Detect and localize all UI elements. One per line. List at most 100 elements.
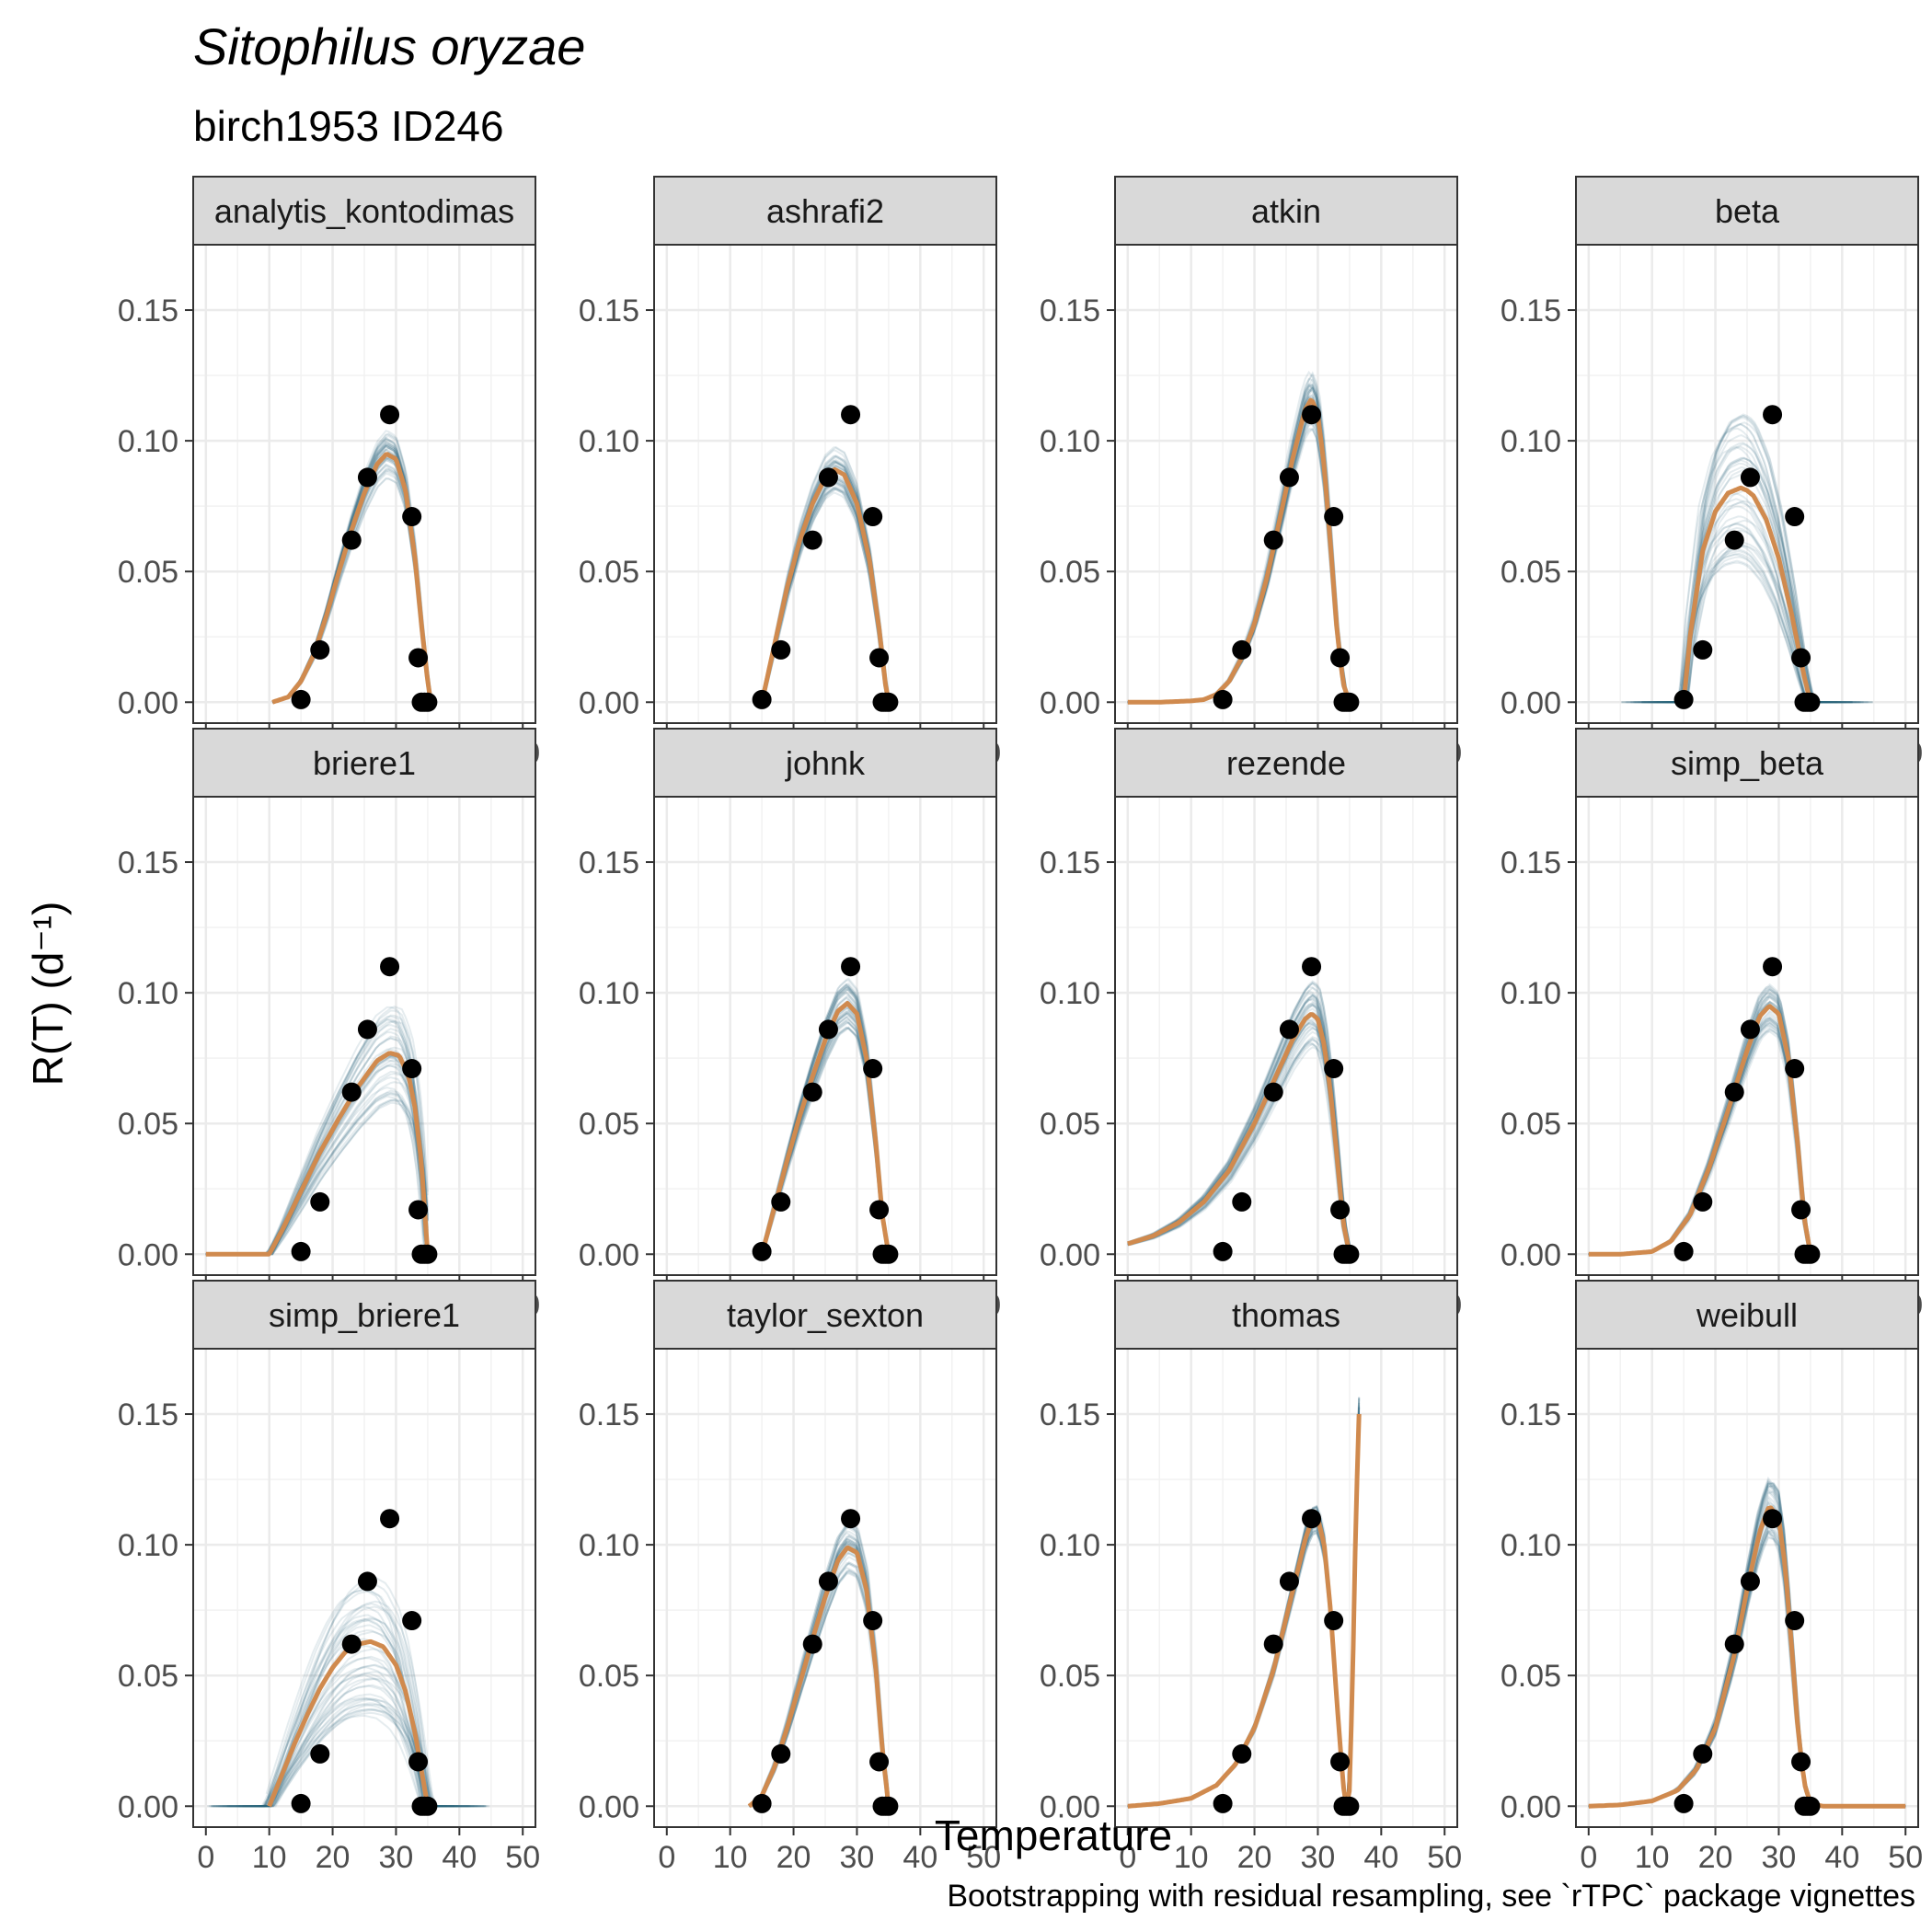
y-tick-label: 0.10: [1501, 976, 1561, 1011]
facet-panel-atkin: atkin010203040500.000.050.100.15: [1040, 176, 1462, 771]
x-tick-label: 40: [1363, 1840, 1398, 1875]
bootstrap-curve: [249, 1605, 447, 1808]
panel-border: [192, 796, 536, 1276]
data-point: [1340, 692, 1360, 712]
data-point: [1279, 467, 1299, 488]
bootstrap-curve: [1680, 445, 1813, 704]
bootstrap-curve: [267, 1624, 430, 1808]
x-tick-label: 10: [1174, 1840, 1209, 1875]
data-point: [771, 1743, 791, 1764]
bootstrap-curve: [1127, 1036, 1351, 1246]
bootstrap-curve: [1630, 553, 1864, 704]
data-point: [1763, 405, 1783, 425]
data-point: [863, 507, 883, 527]
facet-strip: [1575, 1280, 1919, 1350]
x-tick-label: 50: [1888, 1840, 1923, 1875]
bootstrap-curve: [1127, 1042, 1351, 1251]
data-point: [418, 1244, 438, 1264]
facet-strip: [653, 1280, 997, 1350]
facet-strip-label: simp_briere1: [269, 1296, 460, 1334]
facet-strip-label: simp_beta: [1671, 744, 1824, 782]
bootstrap-curve: [1633, 413, 1861, 704]
data-point: [752, 1793, 772, 1813]
data-point: [1800, 1796, 1821, 1816]
data-point: [402, 507, 422, 527]
data-point: [1724, 1082, 1744, 1102]
data-point: [1724, 530, 1744, 550]
bootstrap-curve: [207, 1677, 490, 1808]
x-tick-label: 30: [379, 1840, 414, 1875]
data-point: [291, 1241, 311, 1261]
bootstrap-curve: [258, 1697, 440, 1808]
x-tick-label: 20: [1237, 1840, 1272, 1875]
y-tick-label: 0.00: [1040, 1789, 1100, 1824]
y-tick-label: 0.00: [1040, 685, 1100, 720]
y-tick-label: 0.05: [1040, 555, 1100, 590]
bootstrap-curve: [211, 1698, 486, 1808]
y-tick-label: 0.10: [1040, 424, 1100, 459]
bootstrap-curve: [211, 1576, 487, 1808]
panel-border: [653, 1348, 997, 1828]
y-tick-label: 0.10: [579, 976, 639, 1011]
y-tick-label: 0.10: [579, 1528, 639, 1563]
chart-subtitle: birch1953 ID246: [193, 102, 504, 150]
y-tick-label: 0.00: [118, 1789, 178, 1824]
y-tick-label: 0.05: [1501, 1107, 1561, 1142]
fitted-curve: [271, 452, 433, 705]
facet-strip-label: briere1: [313, 744, 416, 782]
facet-strip: [653, 728, 997, 798]
facet-panel-johnk: johnk010203040500.000.050.100.15: [579, 728, 1001, 1323]
y-tick-label: 0.10: [1040, 1528, 1100, 1563]
x-tick-label: 40: [903, 1840, 937, 1875]
y-tick-label: 0.10: [118, 976, 178, 1011]
x-tick-label: 30: [1762, 1840, 1797, 1875]
y-tick-label: 0.00: [579, 1789, 639, 1824]
data-point: [1330, 1752, 1351, 1772]
data-point: [879, 1244, 899, 1264]
data-point: [380, 1509, 400, 1529]
data-point: [863, 1611, 883, 1631]
x-axis-label: Temperature: [934, 1811, 1173, 1859]
data-point: [1340, 1796, 1360, 1816]
y-tick-label: 0.05: [1040, 1659, 1100, 1694]
bootstrap-curve: [254, 1703, 443, 1808]
facet-strip-label: rezende: [1226, 744, 1346, 782]
data-point: [752, 1241, 772, 1261]
data-point: [869, 1200, 890, 1220]
data-point: [1763, 1509, 1783, 1529]
bootstrap-curve: [1626, 462, 1869, 704]
data-point: [310, 1743, 330, 1764]
y-tick-label: 0.00: [579, 1237, 639, 1272]
facet-strip-label: taylor_sexton: [727, 1296, 924, 1334]
data-point: [841, 1509, 861, 1529]
curves-layer: [747, 1522, 891, 1809]
data-point: [863, 1059, 883, 1079]
y-tick-label: 0.00: [118, 685, 178, 720]
x-tick-label: 20: [776, 1840, 811, 1875]
data-point: [402, 1059, 422, 1079]
data-point: [1693, 639, 1713, 660]
data-point: [1724, 1634, 1744, 1654]
data-point: [1800, 1244, 1821, 1264]
y-tick-label: 0.05: [579, 1107, 639, 1142]
y-tick-label: 0.15: [1040, 1397, 1100, 1432]
data-point: [1302, 957, 1322, 977]
fitted-curve: [1127, 397, 1352, 705]
x-tick-label: 10: [1635, 1840, 1670, 1875]
fitted-curve: [1681, 485, 1813, 703]
panel-border: [653, 244, 997, 724]
data-point: [408, 1752, 429, 1772]
y-tick-label: 0.05: [1501, 1659, 1561, 1694]
bootstrap-curve: [1127, 982, 1351, 1252]
curves-layer: [1127, 980, 1352, 1255]
data-point: [879, 1796, 899, 1816]
bootstrap-curve: [1666, 445, 1828, 704]
y-tick-label: 0.10: [118, 1528, 178, 1563]
bootstrap-curve: [213, 1618, 484, 1808]
bootstrap-curve: [212, 1708, 485, 1808]
data-point: [1791, 1752, 1811, 1772]
data-point: [841, 957, 861, 977]
data-point: [380, 957, 400, 977]
data-point: [1330, 1200, 1351, 1220]
chart-caption: Bootstrapping with residual resampling, …: [947, 1879, 1915, 1914]
